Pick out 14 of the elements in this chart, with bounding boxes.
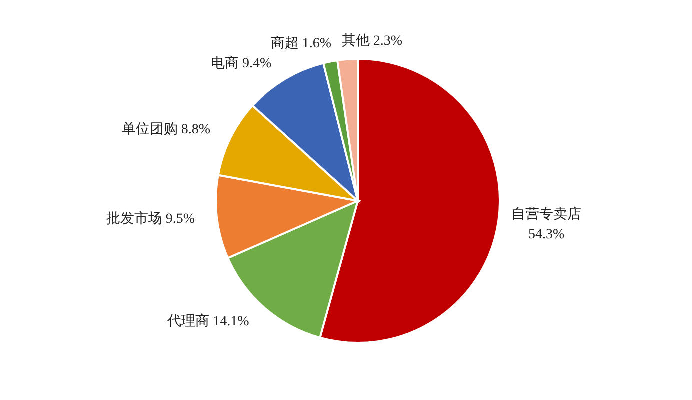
data-label: 54.3% bbox=[528, 228, 565, 243]
data-label: 1.6% bbox=[302, 36, 332, 52]
slice-label: 其他 bbox=[342, 34, 370, 49]
data-label: 9.5% bbox=[166, 212, 196, 228]
data-label: 9.4% bbox=[242, 56, 272, 72]
data-label: 8.8% bbox=[181, 122, 211, 138]
slice-label: 商超 bbox=[270, 36, 299, 52]
data-label: 2.3% bbox=[373, 34, 403, 49]
data-label: 14.1% bbox=[213, 314, 250, 330]
slice-label: 代理商 bbox=[168, 314, 210, 330]
slice-label: 自营专卖店 bbox=[512, 206, 582, 223]
slice-label: 电商 bbox=[211, 56, 240, 72]
slice-label: 批发市场 bbox=[106, 212, 162, 228]
slice-label: 单位团购 bbox=[122, 122, 178, 138]
